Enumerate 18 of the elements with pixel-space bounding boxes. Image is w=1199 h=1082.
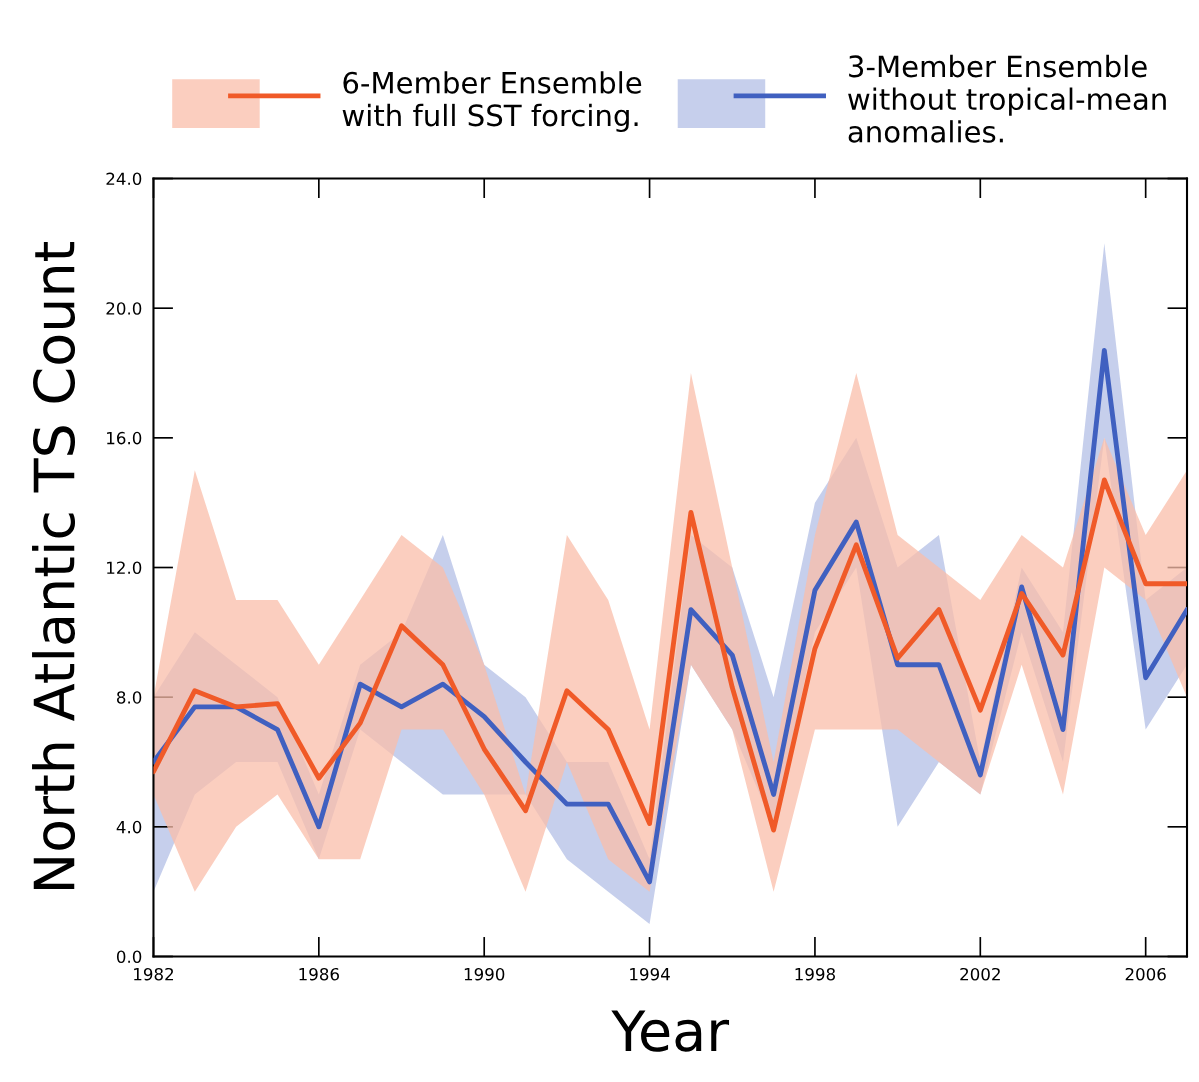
x-tick-label: 2002	[960, 967, 1000, 981]
x-tick-label: 1986	[299, 967, 339, 981]
legend-label: 6-Member Ensemble with full SST forcing.	[342, 71, 642, 133]
x-tick-label: 1994	[630, 967, 670, 981]
x-tick-label: 2006	[1125, 967, 1166, 981]
legend-label: 3-Member Ensemble without tropical-mean anomalies.	[848, 54, 1166, 143]
x-tick-label: 1998	[795, 967, 835, 981]
y-axis-title: North Atlantic TS Count	[32, 241, 76, 889]
y-tick-label: 8.0	[116, 691, 142, 704]
y-tick-label: 0.0	[116, 950, 142, 964]
y-tick-label: 20.0	[106, 302, 142, 315]
y-tick-label: 4.0	[116, 820, 142, 834]
y-tick-label: 24.0	[106, 172, 142, 186]
y-tick-label: 12.0	[107, 561, 142, 575]
x-tick-label: 1982	[134, 967, 174, 981]
x-axis-title: Year	[611, 1010, 730, 1052]
y-tick-label: 16.0	[107, 431, 142, 445]
x-tick-label: 1990	[464, 967, 505, 981]
